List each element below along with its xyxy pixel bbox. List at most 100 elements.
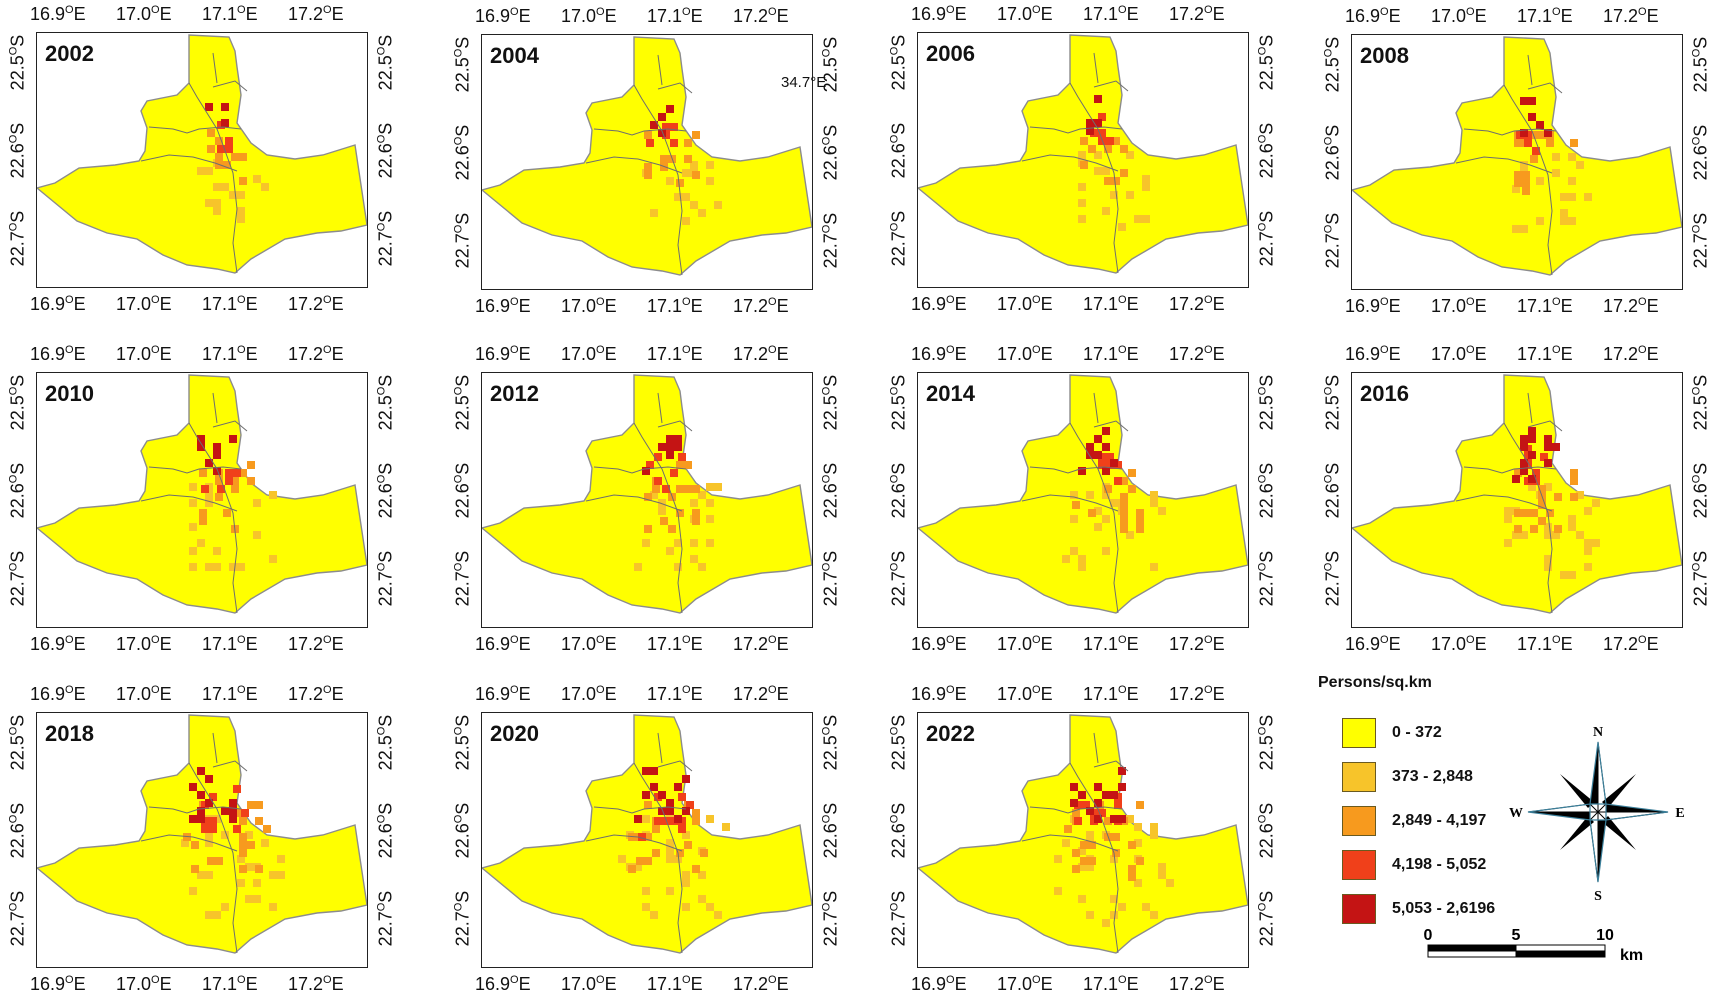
density-cell	[1158, 863, 1166, 871]
map-panel-2010: 2010 16.9OE 16.9OE 17.0OE 17.0OE 17.1OE 17.1OE…	[2, 340, 404, 662]
density-cell	[1126, 191, 1134, 199]
map-panel-2014: 2014 16.9OE 16.9OE 17.0OE 17.0OE 17.1OE 17.1OE…	[883, 340, 1285, 662]
density-cell	[1070, 547, 1078, 555]
density-cell	[253, 895, 261, 903]
density-cell	[1114, 801, 1122, 809]
longitude-tick-label: 17.0OE	[116, 344, 172, 364]
density-cell	[676, 461, 684, 469]
density-cell	[1098, 113, 1106, 121]
latitude-tick-label: 22.6OS	[1256, 122, 1277, 179]
map-frame: 2004	[481, 34, 813, 290]
longitude-tick-label: 16.9OE	[30, 684, 86, 704]
density-cell	[1522, 179, 1530, 187]
district-area	[482, 36, 812, 276]
density-cell	[1078, 215, 1086, 223]
density-cell	[1110, 895, 1118, 903]
density-cell	[1150, 563, 1158, 571]
density-cell	[1136, 509, 1144, 517]
longitude-tick-label: 17.1OE	[647, 974, 703, 994]
longitude-tick-label: 17.2OE	[1169, 974, 1225, 994]
density-cell	[197, 871, 205, 879]
density-cell	[1512, 185, 1520, 193]
longitude-tick-label: 17.1OE	[1517, 634, 1573, 654]
map-frame: 2002	[36, 32, 368, 288]
density-cell	[628, 865, 636, 873]
longitude-tick-label: 17.1OE	[1083, 974, 1139, 994]
density-cell	[1514, 139, 1522, 147]
density-cell	[682, 217, 690, 225]
density-cell	[1544, 531, 1552, 539]
density-cell	[221, 103, 229, 111]
density-cell	[1102, 427, 1110, 435]
density-cell	[666, 443, 674, 451]
density-cell	[678, 793, 686, 801]
latitude-tick-label: 22.6OS	[375, 462, 396, 519]
density-cell	[692, 509, 700, 517]
density-cell	[223, 161, 231, 169]
latitude-tick-label: 22.6OS	[375, 802, 396, 859]
density-cell	[1150, 491, 1158, 499]
density-cell	[1054, 855, 1062, 863]
density-cell	[690, 555, 698, 563]
latitude-tick-label: 22.7OS	[7, 890, 28, 947]
density-cell	[674, 815, 682, 823]
subdistrict-boundary	[657, 54, 663, 86]
subdistrict-boundary	[585, 494, 683, 512]
density-cell	[1520, 435, 1528, 443]
density-cell	[1120, 501, 1128, 509]
density-cell	[1134, 839, 1142, 847]
density-cell	[1554, 493, 1562, 501]
density-cell	[1544, 555, 1552, 563]
panel-year-label: 2004	[490, 43, 539, 68]
density-cell	[634, 815, 642, 823]
density-cell	[1078, 563, 1086, 571]
density-cell	[205, 167, 213, 175]
density-cell	[1086, 491, 1094, 499]
scale-tick-label: 10	[1596, 927, 1614, 944]
density-cell	[1110, 911, 1118, 919]
density-cell	[1062, 555, 1070, 563]
density-cell	[1142, 183, 1150, 191]
density-cell	[1552, 153, 1560, 161]
density-cell	[205, 799, 213, 807]
legend-swatch	[1342, 806, 1376, 836]
density-cell	[189, 523, 197, 531]
legend-title: Persons/sq.km	[1318, 674, 1432, 691]
density-cell	[231, 477, 239, 485]
longitude-tick-label: 17.2OE	[733, 296, 789, 316]
density-cell	[1094, 815, 1102, 823]
density-cell	[1128, 873, 1136, 881]
subdistrict-boundary	[140, 494, 238, 512]
density-cell	[666, 547, 674, 555]
subdistrict-boundary	[593, 466, 687, 474]
density-cell	[1136, 857, 1144, 865]
density-cell	[1118, 767, 1126, 775]
density-cell	[225, 469, 233, 477]
latitude-tick-label: 22.7OS	[375, 210, 396, 267]
density-cell	[1098, 461, 1106, 469]
subdistrict-boundary	[188, 422, 238, 614]
density-cell	[223, 509, 231, 517]
density-cell	[1102, 207, 1110, 215]
latitude-tick-label: 22.7OS	[7, 210, 28, 267]
density-cell	[1136, 517, 1144, 525]
density-cell	[1126, 531, 1134, 539]
density-cell	[237, 855, 245, 863]
density-cell	[241, 809, 249, 817]
density-cell	[205, 103, 213, 111]
legend-label: 2,849 - 4,197	[1392, 812, 1487, 829]
density-cell	[666, 847, 674, 855]
longitude-tick-label: 16.9OE	[1345, 634, 1401, 654]
subdistrict-boundary	[1029, 466, 1123, 474]
legend-swatch	[1342, 850, 1376, 880]
density-cell	[1094, 783, 1102, 791]
density-cell	[650, 491, 658, 499]
longitude-tick-label: 17.0OE	[1431, 634, 1487, 654]
density-cell	[239, 841, 247, 849]
latitude-tick-label: 22.7OS	[452, 212, 473, 269]
density-cell	[233, 825, 241, 833]
density-cell	[213, 467, 221, 475]
density-cell	[1538, 517, 1546, 525]
density-cell	[1136, 801, 1144, 809]
density-cell	[652, 485, 660, 493]
